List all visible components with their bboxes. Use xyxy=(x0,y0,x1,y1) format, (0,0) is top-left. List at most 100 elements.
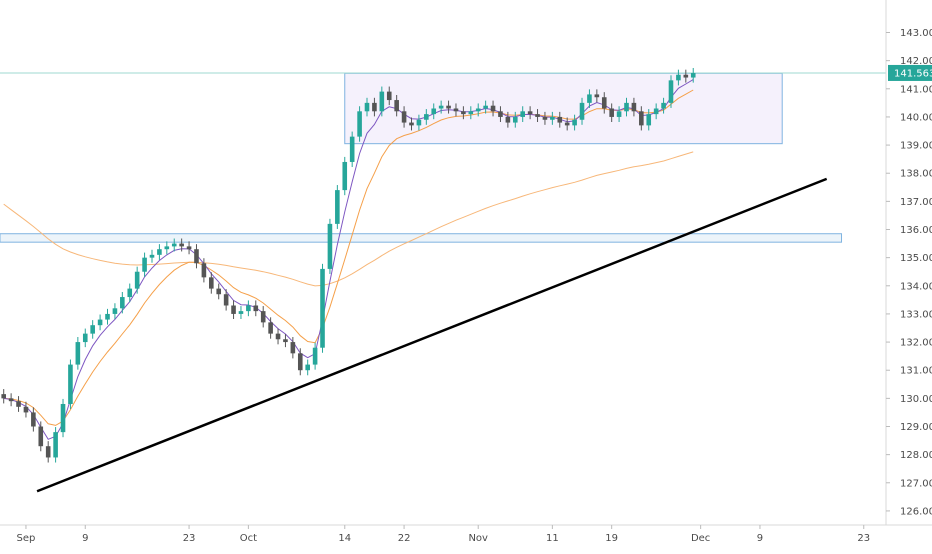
candle[interactable] xyxy=(297,348,303,376)
candle[interactable] xyxy=(668,75,674,108)
candle[interactable] xyxy=(475,103,481,117)
candle[interactable] xyxy=(646,109,652,131)
candle[interactable] xyxy=(327,218,333,274)
candle[interactable] xyxy=(75,337,81,370)
candle[interactable] xyxy=(416,114,422,131)
candle[interactable] xyxy=(231,300,236,319)
candle[interactable] xyxy=(468,106,474,120)
candle[interactable] xyxy=(134,266,140,294)
candle[interactable] xyxy=(342,156,348,196)
candle[interactable] xyxy=(82,328,88,348)
candle[interactable] xyxy=(216,283,222,300)
candle[interactable] xyxy=(431,103,437,120)
candle[interactable] xyxy=(690,67,696,83)
consolidation-box[interactable] xyxy=(344,72,783,145)
candle[interactable] xyxy=(527,106,533,120)
candle[interactable] xyxy=(283,334,288,348)
candle[interactable] xyxy=(246,300,251,317)
candle[interactable] xyxy=(446,100,451,114)
candle[interactable] xyxy=(616,106,622,123)
candle[interactable] xyxy=(505,111,511,128)
candle[interactable] xyxy=(572,114,577,131)
candle[interactable] xyxy=(238,306,244,319)
candle[interactable] xyxy=(268,317,273,339)
candle[interactable] xyxy=(594,89,600,103)
candle[interactable] xyxy=(461,106,466,120)
candle[interactable] xyxy=(483,100,488,114)
candle[interactable] xyxy=(609,103,614,123)
candle[interactable] xyxy=(438,100,444,114)
candle[interactable] xyxy=(379,86,385,117)
candle[interactable] xyxy=(305,359,310,376)
candle[interactable] xyxy=(512,111,518,128)
candle[interactable] xyxy=(112,303,118,319)
candle[interactable] xyxy=(653,103,659,120)
candle[interactable] xyxy=(179,238,184,252)
candle[interactable] xyxy=(60,398,66,438)
candle[interactable] xyxy=(639,106,644,131)
candle[interactable] xyxy=(490,100,496,117)
candle[interactable] xyxy=(587,89,592,108)
candle[interactable] xyxy=(453,103,459,117)
candle[interactable] xyxy=(171,238,177,252)
candle[interactable] xyxy=(394,94,399,117)
candle[interactable] xyxy=(142,252,147,277)
candle[interactable] xyxy=(550,111,555,125)
candle[interactable] xyxy=(253,300,259,317)
candle[interactable] xyxy=(364,97,370,117)
candle[interactable] xyxy=(312,342,318,370)
candle[interactable] xyxy=(624,97,629,117)
candle[interactable] xyxy=(661,97,666,114)
candle[interactable] xyxy=(201,258,207,283)
candle[interactable] xyxy=(23,401,29,418)
candle[interactable] xyxy=(164,241,170,255)
candle[interactable] xyxy=(372,97,377,117)
candle[interactable] xyxy=(386,86,392,106)
candle[interactable] xyxy=(90,320,95,339)
candle[interactable] xyxy=(409,117,414,131)
candle[interactable] xyxy=(498,106,503,123)
candle[interactable] xyxy=(186,241,192,255)
candle[interactable] xyxy=(557,111,563,128)
candle[interactable] xyxy=(520,106,526,123)
candle[interactable] xyxy=(579,97,585,125)
candle[interactable] xyxy=(38,421,44,452)
candle[interactable] xyxy=(194,244,199,269)
plot-area[interactable] xyxy=(0,67,886,493)
candle[interactable] xyxy=(290,337,296,359)
candle[interactable] xyxy=(45,441,51,463)
price-axis[interactable]: 143.000 142.000 141.000 140.000 139.000 138.0… xyxy=(885,0,932,525)
candle[interactable] xyxy=(68,359,73,410)
candle[interactable] xyxy=(401,106,407,128)
candle[interactable] xyxy=(1,389,7,404)
candle[interactable] xyxy=(349,131,355,168)
candle[interactable] xyxy=(676,69,681,86)
candle[interactable] xyxy=(8,393,14,407)
candle[interactable] xyxy=(631,97,637,117)
candle[interactable] xyxy=(320,263,325,353)
candle[interactable] xyxy=(53,427,58,463)
candle[interactable] xyxy=(275,328,281,345)
candle[interactable] xyxy=(149,249,155,263)
candle[interactable] xyxy=(97,314,103,331)
candle[interactable] xyxy=(335,185,340,229)
candle[interactable] xyxy=(260,306,266,328)
candle[interactable] xyxy=(127,283,133,303)
support-zone[interactable] xyxy=(0,233,843,243)
candle[interactable] xyxy=(424,109,429,125)
time-axis[interactable]: Sep 9 23 Oct 14 22 Nov 11 19 Dec 9 23 xyxy=(0,524,932,544)
candle[interactable] xyxy=(16,396,21,412)
candle[interactable] xyxy=(601,92,607,114)
candle[interactable] xyxy=(535,109,540,123)
candle[interactable] xyxy=(157,244,162,260)
candle[interactable] xyxy=(120,291,125,314)
candle[interactable] xyxy=(542,111,548,125)
candle[interactable] xyxy=(209,272,214,294)
candle[interactable] xyxy=(223,289,229,311)
candle[interactable] xyxy=(683,69,689,83)
candle[interactable] xyxy=(564,117,570,131)
candle[interactable] xyxy=(31,407,36,432)
candle[interactable] xyxy=(357,106,362,142)
